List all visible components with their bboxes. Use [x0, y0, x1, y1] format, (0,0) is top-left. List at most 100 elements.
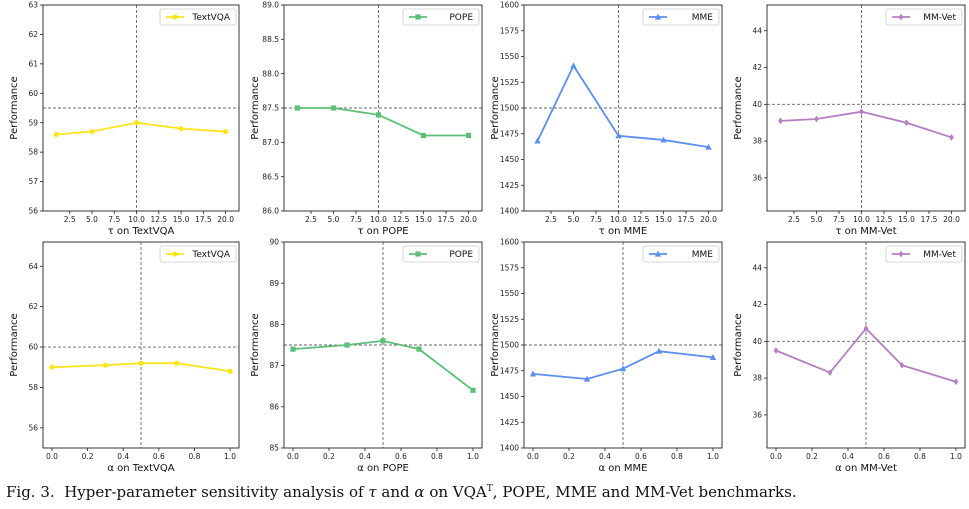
x-tick-label: 2.5 — [305, 215, 317, 224]
x-tick-label: 15.0 — [415, 215, 432, 224]
legend-label: TextVQA — [191, 250, 230, 260]
series-line-MME — [536, 63, 709, 149]
legend-box — [642, 245, 720, 263]
figure-caption: Fig. 3. Hyper-parameter sensitivity anal… — [6, 483, 966, 505]
data-point — [570, 62, 577, 69]
y-tick-label: 42 — [752, 63, 762, 72]
data-point — [178, 126, 184, 132]
series-line-POPE — [297, 107, 469, 137]
x-tick-label: 1.0 — [707, 452, 719, 461]
data-point — [133, 120, 140, 126]
data-point — [223, 128, 229, 135]
axes-frame — [283, 241, 483, 449]
y-tick-label: 1500 — [500, 104, 519, 113]
axes-frame — [283, 4, 483, 212]
legend: POPE — [402, 8, 480, 26]
chart-panel-5: 0.0 0.2 0.4 0.6 0.8 1.0 56 58 60 62 64 α on TextVQA… — [9, 241, 240, 472]
y-tick-label: 60 — [28, 89, 38, 98]
x-tick-label: 0.2 — [82, 452, 94, 461]
data-point — [174, 360, 180, 366]
data-point — [619, 365, 627, 372]
data-point — [949, 134, 954, 141]
caption-sup: T — [486, 484, 493, 494]
data-point — [89, 128, 95, 135]
x-tick-label: 0.2 — [563, 452, 575, 461]
x-tick-label: 0.8 — [431, 452, 443, 461]
y-tick-label: 1450 — [500, 155, 519, 164]
data-point — [778, 117, 783, 125]
data-point — [465, 132, 472, 139]
data-point — [344, 342, 350, 348]
x-tick-label: 12.5 — [150, 215, 167, 224]
caption-and: and — [381, 483, 410, 501]
data-point — [953, 378, 959, 386]
y-tick-label: 1525 — [500, 315, 519, 324]
axes-frame — [42, 4, 240, 212]
y-tick-label: 38 — [752, 137, 762, 146]
caption-tau: τ — [368, 483, 377, 501]
data-point — [53, 131, 59, 138]
axes-frame — [766, 241, 966, 449]
data-point — [290, 346, 296, 352]
chart-panel-6: 0.0 0.2 0.4 0.6 0.8 1.0 85 86 87 88 89 90 α on POPE P… — [250, 238, 483, 472]
legend-box — [642, 8, 720, 26]
y-tick-label: 88 — [269, 320, 279, 329]
x-tick-label: 2.5 — [64, 215, 76, 224]
data-point — [899, 361, 905, 369]
y-tick-label: 86.0 — [262, 207, 279, 216]
data-point — [709, 353, 717, 360]
x-axis-label: α on MME — [599, 463, 648, 472]
data-point — [420, 132, 427, 139]
caption-alpha: α — [414, 483, 425, 501]
legend-label: TextVQA — [191, 13, 230, 23]
x-tick-label: 12.5 — [633, 215, 650, 224]
y-tick-label: 1425 — [500, 181, 519, 190]
chart-panel-1: 2.5 5.0 7.5 10.0 12.5 15.0 17.5 20.0 56 57 58 59 60 6… — [9, 1, 240, 237]
x-tick-label: 0.4 — [842, 452, 854, 461]
x-tick-label: 0.4 — [359, 452, 371, 461]
x-axis-label: τ on MME — [599, 226, 647, 237]
data-point — [102, 362, 108, 368]
data-point — [814, 115, 819, 123]
y-tick-label: 61 — [28, 59, 38, 68]
x-tick-label: 0.0 — [46, 452, 58, 461]
x-axis-label: τ on MM-Vet — [835, 226, 896, 237]
x-tick-label: 0.8 — [914, 452, 926, 461]
data-point — [294, 105, 301, 111]
data-point — [773, 347, 779, 354]
x-tick-label: 0.0 — [527, 452, 539, 461]
y-axis-label: Performance — [490, 313, 501, 376]
axes-frame — [766, 4, 966, 212]
x-tick-label: 5.0 — [568, 215, 580, 224]
data-point — [138, 360, 144, 366]
legend: POPE — [402, 245, 480, 263]
y-tick-label: 1550 — [500, 52, 519, 61]
x-tick-label: 1.0 — [224, 452, 236, 461]
legend: MME — [642, 245, 720, 263]
data-point — [375, 112, 382, 118]
x-tick-label: 15.0 — [898, 215, 915, 224]
x-tick-label: 2.5 — [788, 215, 800, 224]
legend-marker — [654, 250, 662, 257]
data-point — [655, 347, 663, 354]
y-tick-label: 90 — [269, 238, 279, 247]
x-tick-label: 20.0 — [460, 215, 477, 224]
x-tick-label: 5.0 — [328, 215, 340, 224]
legend-marker — [898, 13, 904, 21]
caption-text-a: Hyper-parameter sensitivity analysis of — [64, 483, 364, 501]
axes-frame — [523, 241, 723, 449]
x-tick-label: 7.5 — [590, 215, 602, 224]
x-tick-label: 2.5 — [545, 215, 557, 224]
legend-box — [159, 8, 237, 26]
y-tick-label: 62 — [28, 302, 38, 311]
legend: TextVQA — [159, 245, 237, 263]
y-axis-label: Performance — [250, 313, 261, 376]
legend-marker — [172, 14, 178, 20]
data-point — [380, 338, 386, 344]
y-tick-label: 87.5 — [262, 104, 279, 113]
y-tick-label: 87.0 — [262, 138, 279, 147]
y-tick-label: 1600 — [500, 238, 519, 247]
legend-box — [159, 245, 237, 263]
x-tick-label: 0.6 — [635, 452, 647, 461]
y-tick-label: 42 — [752, 300, 762, 309]
